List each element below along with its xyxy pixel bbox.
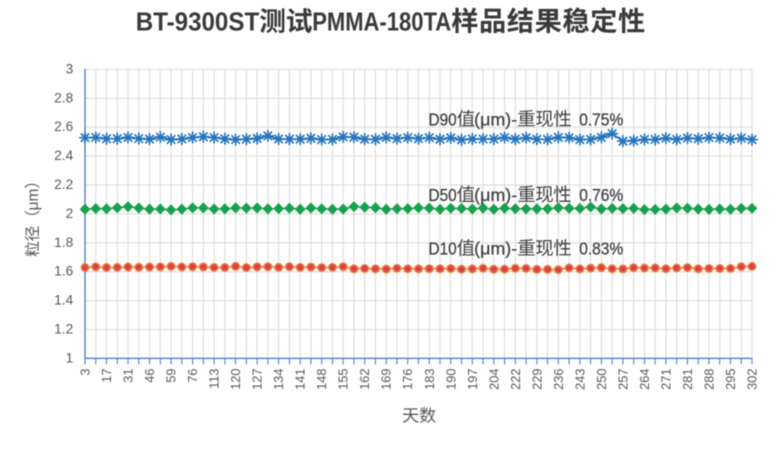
- svg-text:264: 264: [637, 369, 652, 390]
- svg-text:1: 1: [66, 350, 74, 365]
- svg-text:250: 250: [594, 369, 609, 390]
- svg-text:D90: D90: [429, 109, 457, 129]
- svg-text:D50: D50: [429, 185, 457, 205]
- svg-text:127: 127: [250, 369, 265, 390]
- svg-text:295: 295: [723, 369, 738, 390]
- svg-text:59: 59: [164, 369, 179, 383]
- svg-text:2.2: 2.2: [54, 177, 73, 192]
- svg-text:μm: μm: [25, 189, 42, 211]
- svg-text:2.6: 2.6: [54, 119, 73, 134]
- svg-text:1.2: 1.2: [54, 322, 73, 337]
- svg-text:120: 120: [228, 369, 243, 390]
- svg-text:288: 288: [702, 369, 717, 390]
- svg-text:257: 257: [615, 369, 630, 390]
- svg-text:0.75%: 0.75%: [579, 109, 623, 129]
- svg-text:162: 162: [357, 369, 372, 390]
- svg-text:1.4: 1.4: [54, 293, 73, 308]
- svg-text:(μm)-: (μm)-: [474, 239, 517, 259]
- svg-text:222: 222: [508, 369, 523, 390]
- svg-text:76: 76: [185, 369, 200, 383]
- svg-text:183: 183: [422, 369, 437, 390]
- svg-text:D10: D10: [429, 239, 457, 259]
- svg-text:(μm)-: (μm)-: [474, 109, 517, 129]
- svg-text:17: 17: [99, 369, 114, 383]
- svg-text:134: 134: [271, 369, 286, 390]
- svg-text:PMMA-180TA: PMMA-180TA: [312, 9, 451, 37]
- svg-text:271: 271: [658, 369, 673, 390]
- svg-text:1.6: 1.6: [54, 264, 73, 279]
- svg-text:190: 190: [443, 369, 458, 390]
- svg-text:229: 229: [529, 369, 544, 390]
- svg-text:0.76%: 0.76%: [579, 185, 623, 205]
- svg-text:243: 243: [572, 369, 587, 390]
- svg-text:141: 141: [293, 369, 308, 390]
- svg-text:3: 3: [66, 61, 74, 76]
- svg-text:302: 302: [745, 369, 760, 390]
- svg-text:236: 236: [551, 369, 566, 390]
- svg-text:113: 113: [207, 369, 222, 389]
- svg-text:197: 197: [465, 369, 480, 390]
- svg-text:BT-9300ST: BT-9300ST: [136, 9, 260, 37]
- svg-text:155: 155: [336, 369, 351, 390]
- svg-text:31: 31: [121, 369, 136, 383]
- svg-text:0.83%: 0.83%: [579, 239, 623, 259]
- svg-text:176: 176: [400, 369, 415, 390]
- svg-text:(μm)-: (μm)-: [474, 185, 517, 205]
- svg-text:204: 204: [486, 369, 501, 390]
- svg-text:2.8: 2.8: [54, 90, 73, 105]
- svg-text:2: 2: [66, 206, 74, 221]
- svg-text:169: 169: [379, 369, 394, 390]
- svg-text:148: 148: [314, 369, 329, 390]
- svg-text:46: 46: [142, 369, 157, 383]
- svg-text:281: 281: [680, 369, 695, 390]
- svg-text:3: 3: [78, 369, 93, 376]
- svg-text:2.4: 2.4: [54, 148, 73, 163]
- svg-text:1.8: 1.8: [54, 235, 73, 250]
